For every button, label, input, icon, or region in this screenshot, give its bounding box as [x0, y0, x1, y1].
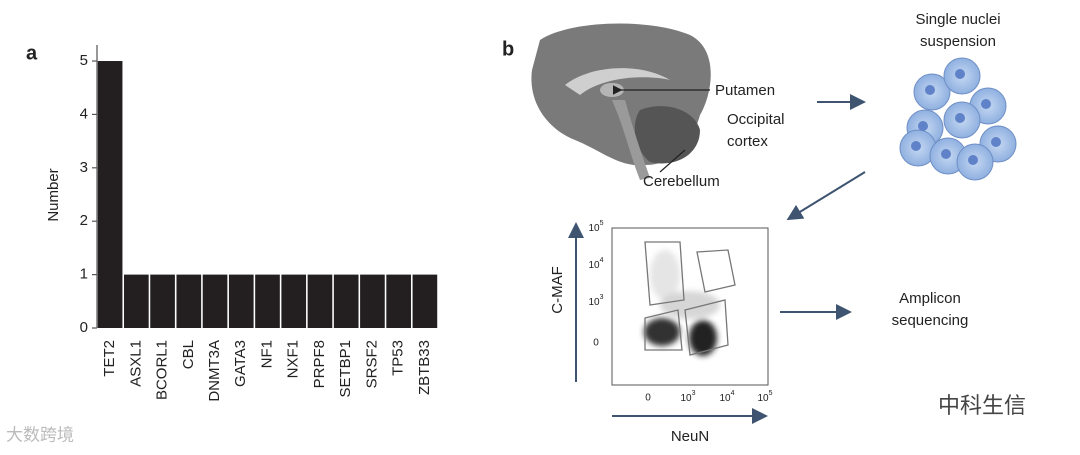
bar	[360, 274, 385, 328]
label: Single nuclei	[915, 11, 1000, 28]
x-tick-label: ZBTB33	[416, 340, 433, 395]
tick-exp: 3	[692, 390, 696, 397]
x-tick-label: DNMT3A	[206, 340, 223, 402]
gates	[644, 241, 736, 356]
y-tick-label: 0	[80, 319, 88, 336]
tick-base: 10	[588, 223, 600, 234]
x-tick-label: SETBP1	[337, 340, 354, 398]
flow-tick-label: 104	[588, 257, 603, 271]
arrow	[786, 171, 866, 221]
x-tick-label: TP53	[390, 340, 407, 376]
bar	[150, 274, 175, 328]
tick-base: 10	[588, 297, 600, 308]
x-tick-label: BCORL1	[154, 340, 171, 400]
tick-exp: 5	[600, 220, 604, 227]
bar	[412, 274, 438, 328]
label: Putamen	[715, 82, 775, 99]
flow-tick-label: 105	[588, 220, 603, 234]
flow-tick-label: 105	[757, 390, 772, 404]
label: suspension	[920, 33, 996, 50]
label: Occipital	[727, 111, 785, 128]
axis-label: NeuN	[671, 428, 709, 445]
tick-exp: 3	[600, 294, 604, 301]
x-tick-label: TET2	[101, 340, 118, 377]
bar	[386, 274, 411, 328]
watermark: 大数跨境	[6, 425, 74, 444]
label: Cerebellum	[643, 173, 720, 190]
tick-base: 10	[680, 393, 692, 404]
bar	[176, 274, 202, 328]
tick-base: 10	[757, 393, 769, 404]
flow-density	[644, 250, 720, 356]
label: Amplicon	[899, 290, 961, 307]
bar	[281, 274, 307, 328]
x-tick-label: CBL	[180, 340, 197, 369]
bar	[307, 274, 333, 328]
panel-label: b	[502, 38, 514, 60]
tick-base: 10	[719, 393, 731, 404]
x-tick-label: NXF1	[285, 340, 302, 378]
label: cortex	[727, 133, 768, 150]
bar	[124, 274, 149, 328]
y-tick-label: 4	[80, 105, 88, 122]
bar	[97, 61, 123, 329]
tick-exp: 4	[731, 390, 735, 397]
flow-tick-label: 103	[588, 294, 603, 308]
flow-tick-label: 0	[645, 393, 651, 404]
tick-exp: 4	[600, 257, 604, 264]
pointer	[659, 149, 686, 173]
x-tick-label: GATA3	[232, 340, 249, 387]
bar	[228, 274, 254, 328]
x-tick-label: NF1	[258, 340, 275, 368]
y-tick-label: 2	[80, 212, 88, 229]
bar	[333, 274, 359, 328]
panel-label: a	[26, 42, 38, 64]
y-axis-label: Number	[45, 168, 62, 221]
y-tick-label: 5	[80, 52, 88, 69]
tick-base: 10	[588, 260, 600, 271]
watermark: 中科生信	[938, 393, 1026, 418]
axis-label: C-MAF	[549, 266, 566, 314]
bar	[255, 274, 280, 328]
y-tick-label: 1	[80, 266, 88, 283]
bar	[202, 274, 228, 328]
flow-tick-label: 104	[719, 390, 734, 404]
flow-tick-label: 103	[680, 390, 695, 404]
nuclei	[899, 57, 1017, 181]
label: sequencing	[892, 312, 969, 329]
x-tick-label: PRPF8	[311, 340, 328, 388]
x-tick-label: SRSF2	[363, 340, 380, 388]
flow-tick-label: 0	[593, 338, 599, 349]
brain-illustration	[531, 23, 711, 180]
y-tick-label: 3	[80, 159, 88, 176]
tick-exp: 5	[769, 390, 773, 397]
x-tick-label: ASXL1	[127, 340, 144, 387]
